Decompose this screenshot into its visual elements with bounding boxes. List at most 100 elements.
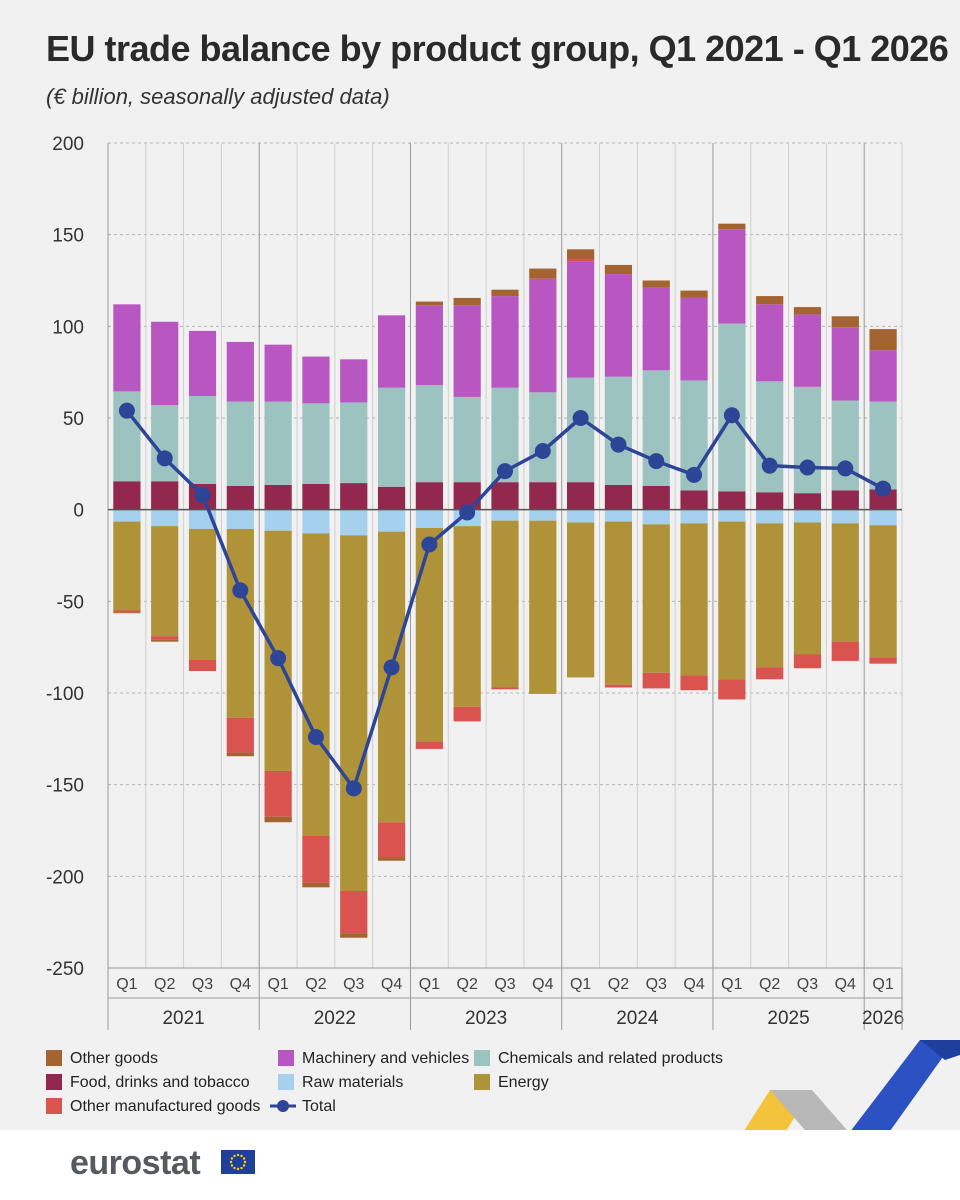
bar-segment [567,509,595,523]
legend-swatch [46,1050,62,1066]
bar-segment [188,396,217,484]
bar-segment [529,520,557,694]
legend-item-energy: Energy [474,1072,549,1094]
bar-segment [151,639,179,642]
legend-swatch [46,1074,62,1090]
legend-item-other-goods: Other goods [46,1048,158,1070]
trade-balance-chart: 200 150 100 50 0 -50 -100 -150 -200 -250 Q1 Q2 Q3 Q4… [46,134,904,1030]
y-axis-ticks: 200 150 100 50 0 -50 -100 -150 -200 -250 [46,134,84,980]
legend-label: Machinery and vehicles [302,1050,470,1067]
legend-swatch [474,1074,490,1090]
y-tick-label: 100 [52,317,84,338]
bar-segment [415,305,443,385]
chart-subtitle: (€ billion, seasonally adjusted data) [46,84,390,109]
bar-segment [264,344,292,402]
legend-swatch [278,1074,294,1090]
bar-segment [491,687,519,690]
bar-segment [793,522,822,655]
legend: Other goods Food, drinks and tobacco Oth… [46,1048,786,1120]
bar-segment [113,481,141,510]
bar-segment [377,315,406,388]
bar-segment [340,359,368,403]
year-label: 2025 [767,1008,809,1029]
bar-segment [567,258,595,262]
bar-segment [491,482,519,510]
bar-segment [793,314,822,387]
total-point [156,450,173,467]
bar-segment [377,822,406,858]
total-point [194,487,211,503]
bar-segment [340,933,368,938]
total-point [232,582,249,599]
bar-segment [226,752,254,757]
bar-segment [113,612,141,614]
bar-segment [831,327,859,401]
bar-segment [415,301,443,306]
y-tick-label: -100 [46,684,84,705]
x-tick-label: Q4 [835,976,856,993]
total-point [723,407,740,424]
y-tick-label: -50 [57,592,84,613]
bar-segment [718,679,746,700]
bar-segment [680,675,708,691]
y-tick-label: 0 [73,501,84,522]
bar-segment [869,509,897,526]
total-point [761,457,778,474]
bar-segment [756,381,784,493]
bar-segment [415,509,443,528]
x-tick-label: Q3 [494,976,515,993]
x-tick-label: Q2 [759,976,780,993]
bar-segment [264,401,292,485]
bar-segment [453,396,481,483]
x-tick-label: Q2 [305,976,326,993]
bar-segment [302,356,330,404]
bar-segment [604,484,633,510]
bar-segment [567,249,595,259]
total-point [270,650,287,667]
legend-swatch [474,1050,490,1066]
legend-label: Other manufactured goods [70,1098,261,1115]
bar-segment [340,402,368,484]
x-tick-label: Q4 [532,976,553,993]
legend-label: Other goods [70,1050,159,1067]
x-tick-label: Q1 [116,976,137,993]
total-point [610,436,627,453]
bar-segment [415,385,443,483]
bar-segment [680,523,708,676]
bar-segment [377,387,406,487]
y-tick-label: -150 [46,776,84,797]
bar-segment [793,493,822,510]
bar-segment [756,492,784,510]
bar-segment [113,509,141,522]
bar-segment [302,836,330,883]
bar-segment [604,376,633,485]
bar-segment [264,816,292,823]
bar-segment [869,329,897,351]
bar-segment [377,509,406,532]
x-tick-label: Q1 [267,976,288,993]
bar-segment [793,386,822,494]
bar-segment [831,316,859,328]
bar-segment [340,483,368,510]
year-label: 2021 [162,1008,204,1029]
x-tick-label: Q4 [683,976,704,993]
x-axis: Q1 Q2 Q3 Q4 Q1 Q2 Q3 Q4 Q1 Q2 Q3 Q4 Q1 Q2 Q3 Q4 Q1 Q2 Q3 Q4… [107,967,904,1030]
bar-segment [264,770,292,817]
total-line [118,402,892,797]
total-point [875,480,892,497]
year-label: 2022 [314,1008,356,1029]
bar-segment [529,278,557,393]
bar-segment [680,290,708,298]
bar-segment [567,522,595,678]
bar-segment [869,350,897,402]
y-tick-label: -200 [46,867,84,888]
bar-segment [869,525,897,658]
bar-segment [831,641,859,661]
bar-segment [680,490,708,510]
bar-segment [604,264,633,275]
total-point [837,460,854,477]
bar-segment [718,491,746,510]
bar-segment [680,297,708,381]
bar-segment [151,509,179,527]
x-tick-label: Q4 [230,976,251,993]
